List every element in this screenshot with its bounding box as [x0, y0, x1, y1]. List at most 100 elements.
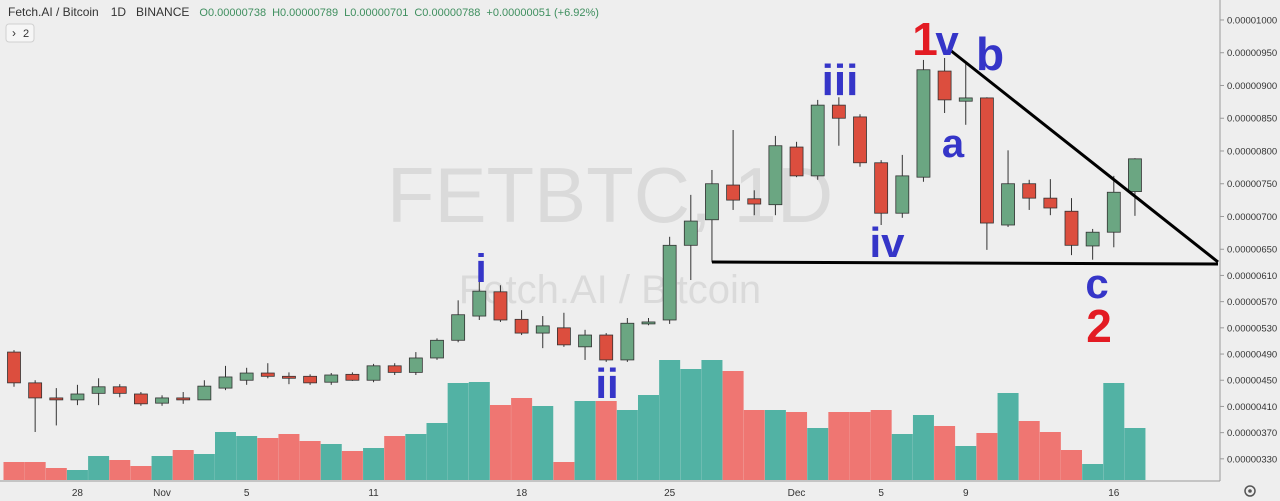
- volume-bar: [574, 401, 596, 480]
- y-tick-label: 0.00001000: [1227, 15, 1277, 26]
- y-tick-label: 0.00000650: [1227, 245, 1277, 256]
- volume-bar: [215, 432, 236, 480]
- candle-body: [451, 314, 466, 341]
- x-tick-label: 9: [963, 488, 969, 499]
- legend-value: H0.00000789: [272, 7, 338, 19]
- candle-body: [895, 175, 910, 214]
- wave-label: 1: [912, 13, 938, 65]
- volume-bar: [955, 446, 977, 480]
- settings-icon[interactable]: [1244, 485, 1256, 497]
- candle-body: [303, 375, 318, 384]
- candle-body: [535, 325, 550, 334]
- volume-bar: [912, 415, 934, 480]
- candle-body: [768, 145, 783, 206]
- y-tick-label: 0.00000490: [1227, 350, 1277, 361]
- candle-body: [1022, 183, 1037, 199]
- volume-bar: [1103, 383, 1125, 480]
- candle-body: [218, 376, 233, 389]
- candle-body: [1085, 231, 1100, 247]
- candle-body: [260, 372, 275, 377]
- volume-bar: [236, 436, 258, 480]
- candle-body: [705, 183, 719, 221]
- candle-body: [916, 69, 931, 178]
- candle-body: [408, 357, 423, 373]
- volume-bar: [976, 433, 998, 480]
- candle-body: [112, 386, 127, 394]
- legend-value: C0.00000788: [414, 7, 480, 19]
- x-axis-group: 28 Nov 5 11 18 25 Dec 5 9 16: [72, 488, 1120, 499]
- volume-bar: [828, 412, 850, 480]
- candle-body: [831, 104, 846, 119]
- candle-body: [641, 321, 656, 325]
- candle-body: [874, 162, 889, 214]
- wave-label: a: [942, 122, 965, 166]
- y-tick-label: 0.00000750: [1227, 179, 1277, 190]
- candle-body: [620, 322, 635, 361]
- candle-body: [91, 386, 106, 394]
- candle-body: [387, 365, 402, 373]
- y-axis-group: 0.00001000 0.00000950 0.00000900 0.00000850…: [1220, 15, 1277, 465]
- candle-body: [282, 375, 296, 379]
- indicator-count: 2: [23, 28, 29, 40]
- y-tick-label: 0.00000610: [1227, 271, 1277, 282]
- volume-bar: [1018, 421, 1040, 480]
- candle-body: [683, 220, 698, 246]
- wave-label: ii: [595, 360, 618, 407]
- volume-bar: [743, 410, 765, 480]
- exchange: BINANCE: [136, 5, 189, 19]
- wave-label: 2: [1086, 300, 1112, 352]
- candle-body: [578, 334, 592, 348]
- header: Fetch.AI / Bitcoin 1D BINANCE › 2 O0.000…: [5, 5, 599, 43]
- volume-bar: [66, 470, 88, 480]
- candle-body: [197, 385, 212, 401]
- y-tick-label: 0.00000370: [1227, 428, 1277, 439]
- volume-bar: [193, 454, 215, 480]
- candle-body: [70, 393, 85, 401]
- volume-bar: [997, 393, 1019, 480]
- volume-bar: [701, 360, 723, 480]
- candle-body: [28, 382, 43, 399]
- volume-bar: [341, 451, 363, 480]
- volume-bar: [24, 462, 46, 480]
- candle-body: [726, 184, 740, 201]
- candle-body: [1043, 197, 1058, 209]
- watermark-group: FETBTC, 1D Fetch.AI / Bitcoin: [387, 151, 833, 312]
- candle-body: [1128, 158, 1142, 192]
- volume-bar: [489, 405, 511, 480]
- x-tick-label: 5: [878, 488, 884, 499]
- candle-body: [324, 374, 339, 383]
- candle-body: [599, 334, 614, 361]
- x-tick-label: 28: [72, 488, 84, 499]
- y-tick-label: 0.00000900: [1227, 81, 1277, 92]
- gear-center: [1248, 489, 1252, 493]
- volume-bar: [680, 369, 702, 480]
- y-tick-label: 0.00000800: [1227, 146, 1277, 157]
- candle-body: [7, 351, 21, 384]
- candle-layer: [7, 57, 1142, 432]
- y-tick-label: 0.00000410: [1227, 402, 1277, 413]
- time-axis: [0, 481, 1220, 501]
- candle-body: [345, 373, 360, 381]
- volume-bar: [405, 434, 427, 480]
- volume-bar: [426, 423, 448, 480]
- candle-body: [1064, 210, 1079, 246]
- x-tick-label: 5: [244, 488, 250, 499]
- y-tick-label: 0.00000330: [1227, 454, 1277, 465]
- volume-bar: [130, 466, 152, 480]
- volume-bar: [172, 450, 194, 480]
- volume-bar: [722, 371, 744, 480]
- y-tick-label: 0.00000530: [1227, 323, 1277, 334]
- volume-bar: [764, 410, 786, 480]
- volume-bar: [595, 401, 617, 480]
- watermark: FETBTC, 1D: [387, 151, 833, 239]
- volume-bar: [532, 406, 554, 480]
- interval: 1D: [111, 5, 127, 19]
- volume-bar: [1124, 428, 1146, 480]
- volume-bar: [1039, 432, 1061, 480]
- indicator-toggle[interactable]: [5, 23, 35, 43]
- candle-body: [958, 97, 973, 102]
- x-tick-label: Dec: [788, 488, 806, 499]
- volume-bar: [278, 434, 300, 480]
- volume-bar: [616, 410, 638, 480]
